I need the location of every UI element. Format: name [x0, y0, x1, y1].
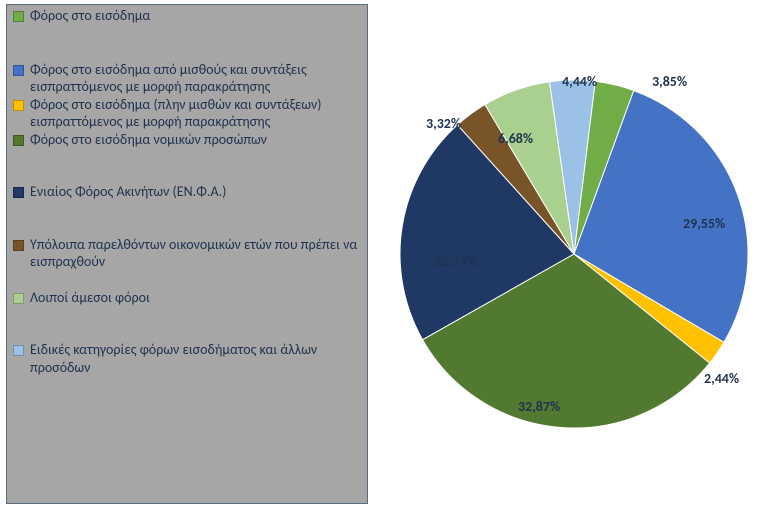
legend-label: Φόρος στο εισόδημα νομικών προσώπων: [30, 131, 267, 149]
pie-data-label: 32,87%: [518, 398, 560, 415]
legend-panel: Φόρος στο εισόδημα Φόρος στο εισόδημα απ…: [6, 4, 368, 504]
legend-label: Ειδικές κατηγορίες φόρων εισοδήματος και…: [30, 341, 361, 376]
legend-item: Φόρος στο εισόδημα: [13, 7, 361, 25]
legend-swatch: [13, 345, 24, 356]
legend-item: Ειδικές κατηγορίες φόρων εισοδήματος και…: [13, 341, 361, 376]
pie-data-label: 3,85%: [652, 73, 687, 90]
pie-data-label: 29,55%: [683, 215, 725, 232]
legend-label: Υπόλοιπα παρελθόντων οικονομικών ετών πο…: [30, 236, 361, 271]
legend-swatch: [13, 11, 24, 22]
legend-item: Υπόλοιπα παρελθόντων οικονομικών ετών πο…: [13, 236, 361, 271]
legend-label: Φόρος στο εισόδημα από μισθούς και συντά…: [30, 61, 361, 96]
legend-swatch: [13, 187, 24, 198]
legend-label: Φόρος στο εισόδημα: [30, 7, 150, 25]
legend-item: Φόρος στο εισόδημα νομικών προσώπων: [13, 131, 361, 149]
legend-label: Ενιαίος Φόρος Ακινήτων (ΕΝ.Φ.Α.): [30, 183, 226, 201]
legend-swatch: [13, 100, 24, 111]
legend-swatch: [13, 135, 24, 146]
legend-label: Φόρος στο εισόδημα (πλην μισθών και συντ…: [30, 96, 361, 131]
chart-canvas: Φόρος στο εισόδημα Φόρος στο εισόδημα απ…: [0, 0, 770, 511]
pie-data-label: 6,68%: [498, 130, 533, 147]
legend-swatch: [13, 240, 24, 251]
legend-item: Φόρος στο εισόδημα από μισθούς και συντά…: [13, 61, 361, 96]
pie-data-label: 3,32%: [426, 115, 461, 132]
pie-data-label: 22,79%: [435, 253, 477, 270]
legend-label: Λοιποί άμεσοι φόροι: [30, 289, 150, 307]
legend-swatch: [13, 293, 24, 304]
legend-item: Φόρος στο εισόδημα (πλην μισθών και συντ…: [13, 96, 361, 131]
legend-list: Φόρος στο εισόδημα Φόρος στο εισόδημα απ…: [7, 5, 367, 382]
legend-swatch: [13, 65, 24, 76]
pie-data-label: 2,44%: [704, 370, 739, 387]
legend-item: Ενιαίος Φόρος Ακινήτων (ΕΝ.Φ.Α.): [13, 183, 361, 201]
pie-data-label: 4,44%: [562, 73, 597, 90]
legend-item: Λοιποί άμεσοι φόροι: [13, 289, 361, 307]
